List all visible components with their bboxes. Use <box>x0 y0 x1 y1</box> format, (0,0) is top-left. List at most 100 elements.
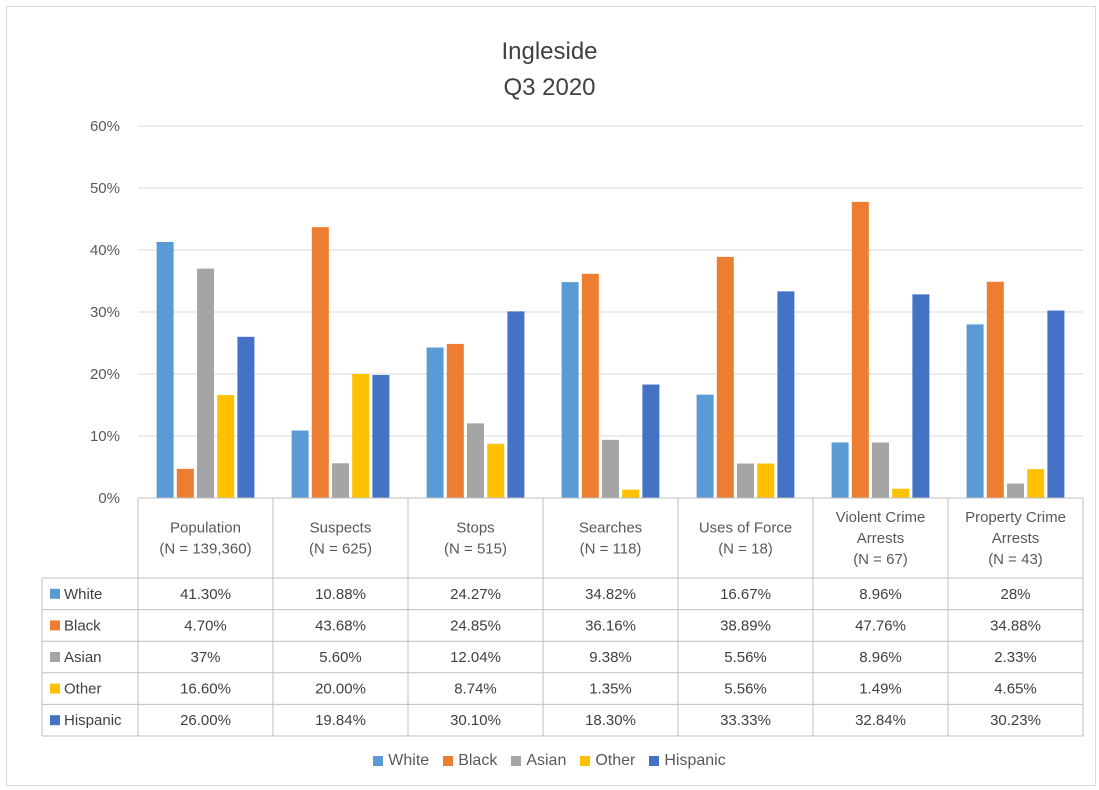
chart-subtitle: Q3 2020 <box>503 74 596 101</box>
bar-white <box>561 282 579 498</box>
y-tick-label: 20% <box>90 366 120 383</box>
bar-white <box>831 442 849 498</box>
bar-white <box>426 347 444 498</box>
bar-other <box>1027 469 1045 498</box>
category-label: (N = 43) <box>988 551 1043 568</box>
bar-asian <box>872 442 889 498</box>
data-cell: 41.30% <box>180 586 231 603</box>
data-cell: 34.82% <box>585 586 636 603</box>
y-tick-label: 40% <box>90 242 120 259</box>
data-cell: 19.84% <box>315 712 366 729</box>
legend-label: Black <box>458 752 498 769</box>
legend-swatch <box>580 756 591 766</box>
bar-asian <box>467 423 484 498</box>
row-label: Other <box>64 681 102 698</box>
bar-asian <box>602 439 619 498</box>
category-label: Searches <box>579 520 642 537</box>
data-cell: 32.84% <box>855 712 906 729</box>
row-key-black <box>50 620 60 631</box>
chart-title: Ingleside <box>501 38 598 65</box>
legend-swatch <box>373 756 384 766</box>
legend-item: Black <box>443 752 497 770</box>
legend-swatch <box>511 756 522 766</box>
bar-black <box>176 468 194 498</box>
data-cell: 36.16% <box>585 617 636 634</box>
bar-other <box>217 395 235 498</box>
data-cell: 8.96% <box>859 586 902 603</box>
row-label: Asian <box>64 649 102 666</box>
bar-black <box>311 227 329 498</box>
bar-white <box>696 394 714 498</box>
legend-label: White <box>388 752 430 769</box>
data-cell: 4.70% <box>184 617 227 634</box>
category-label: (N = 515) <box>444 541 507 558</box>
row-label: Hispanic <box>64 712 122 729</box>
bar-white <box>156 241 174 498</box>
category-label: (N = 139,360) <box>159 541 251 558</box>
data-cell: 34.88% <box>990 617 1041 634</box>
category-label: (N = 118) <box>580 541 642 558</box>
category-label: Population <box>170 520 241 537</box>
data-cell: 12.04% <box>450 649 501 666</box>
category-label: Arrests <box>992 530 1040 547</box>
y-tick-label: 30% <box>90 304 120 321</box>
y-tick-label: 60% <box>90 118 120 135</box>
data-cell: 5.56% <box>724 681 767 698</box>
bar-other <box>892 488 910 498</box>
legend-item: White <box>373 752 429 770</box>
bar-black <box>581 273 599 498</box>
row-key-other <box>50 683 60 694</box>
bar-black <box>851 201 869 498</box>
data-cell: 37% <box>190 649 220 666</box>
bar-hispanic <box>642 384 660 498</box>
chart-legend: White Black Asian Other Hispanic <box>0 752 1099 770</box>
bar-asian <box>332 463 349 498</box>
row-label: White <box>64 586 102 603</box>
legend-swatch <box>443 756 454 766</box>
legend-swatch <box>649 756 660 766</box>
data-cell: 30.10% <box>450 712 501 729</box>
category-label: Suspects <box>310 520 372 537</box>
legend-label: Asian <box>526 752 567 769</box>
bar-hispanic <box>777 291 795 498</box>
data-cell: 8.96% <box>859 649 902 666</box>
data-cell: 43.68% <box>315 617 366 634</box>
bar-asian <box>1007 483 1024 498</box>
data-cell: 1.49% <box>859 681 902 698</box>
data-cell: 10.88% <box>315 586 366 603</box>
data-cell: 38.89% <box>720 617 771 634</box>
bar-white <box>966 324 984 498</box>
bar-black <box>986 281 1004 498</box>
y-tick-label: 50% <box>90 180 120 197</box>
bar-hispanic <box>507 311 525 498</box>
data-cell: 33.33% <box>720 712 771 729</box>
category-label: Arrests <box>857 530 905 547</box>
data-cell: 1.35% <box>589 681 632 698</box>
data-cell: 26.00% <box>180 712 231 729</box>
bar-white <box>291 430 309 498</box>
data-cell: 4.65% <box>994 681 1037 698</box>
bar-other <box>352 374 370 498</box>
bar-other <box>487 443 505 498</box>
category-label: Violent Crime <box>836 509 926 526</box>
category-label: (N = 18) <box>718 541 773 558</box>
legend-item: Other <box>580 752 635 770</box>
category-label: Property Crime <box>965 509 1066 526</box>
row-label: Black <box>64 617 101 634</box>
category-label: (N = 67) <box>853 551 908 568</box>
data-cell: 30.23% <box>990 712 1041 729</box>
legend-label: Hispanic <box>664 752 726 769</box>
bar-hispanic <box>237 336 255 498</box>
category-label: (N = 625) <box>309 541 372 558</box>
data-cell: 47.76% <box>855 617 906 634</box>
legend-item: Asian <box>511 752 566 770</box>
row-key-asian <box>50 652 60 662</box>
data-cell: 16.67% <box>720 586 771 603</box>
data-cell: 2.33% <box>994 649 1037 666</box>
data-cell: 24.85% <box>450 617 501 634</box>
category-label: Uses of Force <box>699 520 792 537</box>
bar-hispanic <box>1047 310 1065 498</box>
legend-label: Other <box>595 752 636 769</box>
data-cell: 28% <box>1000 586 1030 603</box>
